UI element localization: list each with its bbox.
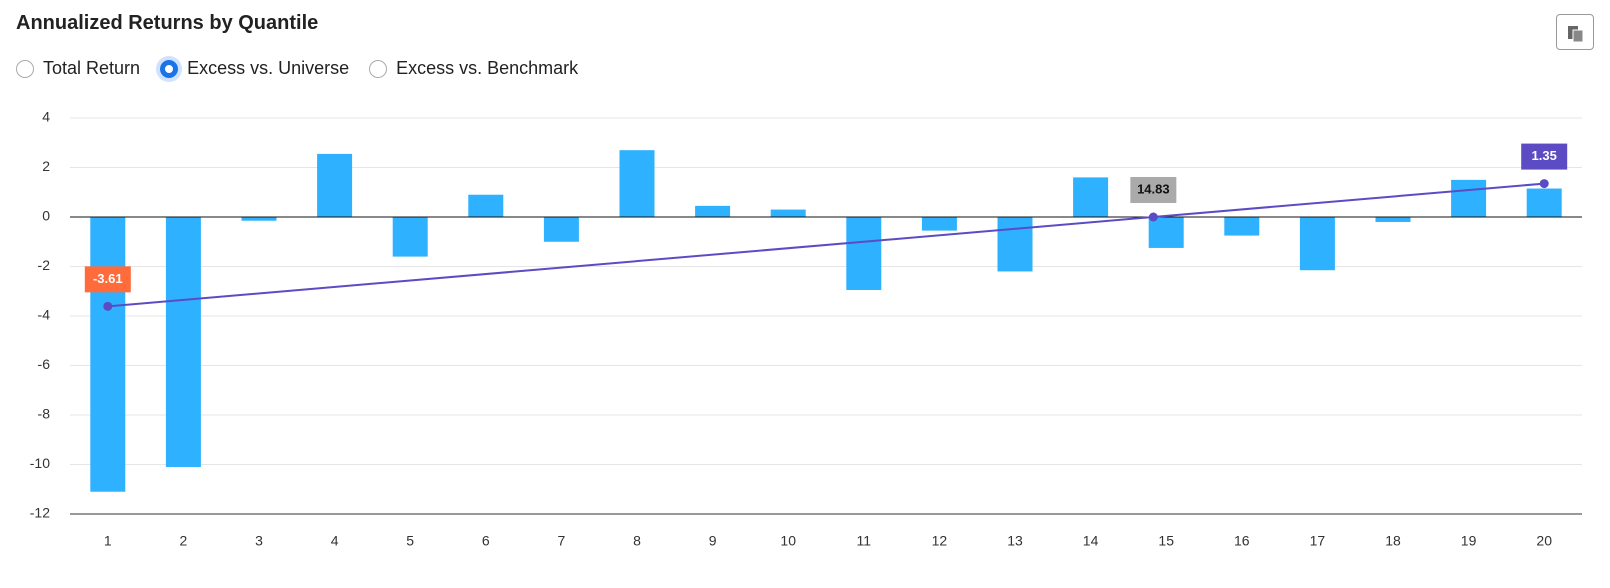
x-tick-label: 4	[331, 533, 339, 549]
bar	[468, 194, 504, 217]
label-text: 1.35	[1532, 148, 1557, 163]
option-label: Excess vs. Benchmark	[396, 58, 579, 78]
option-label: Total Return	[43, 58, 141, 78]
radio[interactable]	[16, 59, 34, 78]
x-tick-label: 11	[857, 533, 872, 549]
bar	[619, 150, 655, 217]
y-tick-label: 4	[42, 109, 50, 125]
x-tick-label: 17	[1310, 533, 1326, 549]
bar	[1148, 217, 1184, 248]
x-tick-label: 5	[406, 533, 414, 549]
y-tick-label: -6	[38, 356, 51, 372]
bar	[90, 217, 126, 492]
bar	[846, 217, 882, 291]
x-tick-label: 15	[1158, 533, 1174, 549]
bar	[1224, 217, 1260, 236]
bar	[1299, 217, 1335, 271]
copy-button[interactable]	[1556, 14, 1594, 50]
bar	[165, 217, 201, 467]
radio[interactable]	[160, 59, 179, 78]
y-tick-label: -10	[30, 455, 50, 471]
x-tick-label: 14	[1083, 533, 1099, 549]
y-tick-label: 0	[42, 208, 50, 224]
trend-label: -3.61	[84, 266, 131, 293]
bar	[997, 217, 1033, 272]
chart-title: Annualized Returns by Quantile	[16, 12, 319, 34]
bar	[392, 217, 428, 257]
radio[interactable]	[369, 59, 388, 78]
x-tick-label: 16	[1234, 533, 1250, 549]
radio-option[interactable]: Excess vs. Benchmark	[369, 58, 578, 79]
bar	[543, 217, 579, 242]
x-tick-label: 10	[780, 533, 796, 549]
trend-label: 1.35	[1521, 143, 1568, 170]
label-box	[1521, 143, 1568, 170]
y-tick-label: -4	[38, 307, 51, 323]
bar	[317, 153, 353, 217]
x-tick-label: 20	[1536, 533, 1552, 549]
x-tick-label: 19	[1461, 533, 1477, 549]
y-tick-label: -2	[38, 257, 51, 273]
y-tick-label: 2	[42, 158, 50, 174]
bar	[770, 209, 806, 217]
radio-option[interactable]: Excess vs. Universe	[160, 58, 349, 79]
radio-option[interactable]: Total Return	[16, 58, 140, 79]
bar	[695, 205, 731, 217]
trend-point	[1539, 179, 1549, 189]
x-tick-label: 3	[255, 533, 263, 549]
x-tick-label: 9	[709, 533, 717, 549]
x-intercept-point	[1148, 212, 1158, 222]
trend-label: 14.83	[1130, 177, 1177, 203]
label-box	[1130, 177, 1177, 203]
label-text: 14.83	[1137, 181, 1170, 196]
option-label: Excess vs. Universe	[187, 58, 350, 78]
y-tick-label: -8	[38, 406, 51, 422]
x-tick-label: 18	[1385, 533, 1401, 549]
bar	[921, 217, 957, 231]
label-box	[84, 266, 131, 293]
label-text: -3.61	[93, 271, 123, 286]
copy-icon	[1568, 26, 1584, 43]
bar	[241, 217, 277, 221]
x-tick-label: 13	[1007, 533, 1023, 549]
trend-line	[107, 182, 1545, 308]
y-tick-label: -12	[30, 505, 50, 521]
x-tick-label: 1	[104, 533, 112, 549]
trend-point	[103, 301, 113, 311]
x-tick-label: 8	[633, 533, 641, 549]
icon-part	[1572, 29, 1584, 43]
bar	[1073, 177, 1109, 217]
bar	[1451, 179, 1487, 217]
options: Total Return Excess vs. Universe Excess vs…	[16, 58, 578, 79]
x-tick-label: 6	[482, 533, 490, 549]
bar	[1526, 188, 1562, 217]
x-tick-label: 2	[180, 533, 188, 549]
x-tick-label: 12	[932, 533, 948, 549]
bar	[1375, 217, 1411, 222]
x-tick-label: 7	[558, 533, 566, 549]
